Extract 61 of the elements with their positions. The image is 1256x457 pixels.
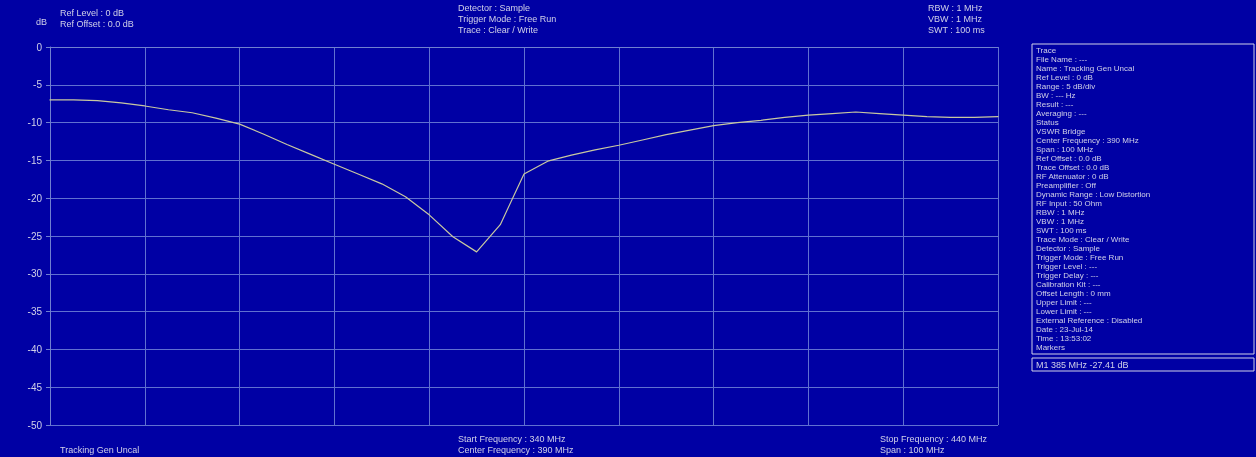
- text: Trigger Mode : Free Run: [458, 13, 557, 24]
- y-tick-label: -35: [27, 306, 43, 318]
- text: Span : 100 MHz: [1036, 144, 1094, 154]
- text: BW : --- Hz: [1036, 90, 1076, 100]
- text: Trace: [1036, 45, 1057, 55]
- text: Time : 13:53:02: [1036, 333, 1092, 343]
- y-tick-label: 0: [36, 41, 43, 53]
- y-tick-label: -20: [27, 192, 43, 204]
- text: Range : 5 dB/div: [1036, 81, 1096, 91]
- text: Detector : Sample: [458, 2, 531, 13]
- text: Result : ---: [1036, 99, 1074, 109]
- text: External Reference : Disabled: [1036, 315, 1143, 325]
- text: RF Input : 50 Ohm: [1036, 198, 1103, 208]
- text: Detector : Sample: [1036, 243, 1101, 253]
- text: Status: [1036, 117, 1059, 127]
- text: Preamplifier : Off: [1036, 180, 1097, 190]
- text: Name : Tracking Gen Uncal: [1036, 63, 1135, 73]
- y-tick-label: -30: [27, 268, 43, 280]
- y-tick-label: -40: [27, 343, 43, 355]
- text: Center Frequency : 390 MHz: [1036, 135, 1139, 145]
- text: SWT : 100 ms: [928, 24, 986, 35]
- text: Offset Length : 0 mm: [1036, 288, 1111, 298]
- y-tick-label: -45: [27, 381, 43, 393]
- text: Span : 100 MHz: [880, 444, 946, 455]
- text: Date : 23-Jul-14: [1036, 324, 1094, 334]
- y-tick-label: -10: [27, 117, 43, 129]
- text: Trigger Mode : Free Run: [1036, 252, 1124, 262]
- text: Ref Offset : 0.0 dB: [60, 18, 134, 29]
- text: RBW : 1 MHz: [928, 2, 983, 13]
- text: M1 385 MHz -27.41 dB: [1036, 359, 1129, 370]
- y-tick-label: -50: [27, 419, 43, 431]
- y-axis-title: dB: [36, 16, 48, 27]
- text: VBW : 1 MHz: [928, 13, 983, 24]
- y-tick-label: -25: [27, 230, 43, 242]
- text: SWT : 100 ms: [1036, 225, 1087, 235]
- text: Trigger Delay : ---: [1036, 270, 1099, 280]
- text: Averaging : ---: [1036, 108, 1087, 118]
- text: Tracking Gen Uncal: [60, 444, 140, 455]
- text: Lower Limit : ---: [1036, 306, 1092, 316]
- text: VBW : 1 MHz: [1036, 216, 1085, 226]
- line-series: [49, 99, 999, 253]
- text: Trigger Level : ---: [1036, 261, 1098, 271]
- text: Calibration Kit : ---: [1036, 279, 1101, 289]
- text: Trace Offset : 0.0 dB: [1036, 162, 1110, 172]
- text: Ref Level : 0 dB: [60, 7, 125, 18]
- text: VSWR Bridge: [1036, 126, 1086, 136]
- text: Stop Frequency : 440 MHz: [880, 433, 988, 444]
- text: RBW : 1 MHz: [1036, 207, 1085, 217]
- text: File Name : ---: [1036, 54, 1088, 64]
- text: Center Frequency : 390 MHz: [458, 444, 575, 455]
- text: Trace Mode : Clear / Write: [1036, 234, 1130, 244]
- y-tick-label: -15: [27, 154, 43, 166]
- text: Markers: [1036, 342, 1065, 352]
- text: Ref Offset : 0.0 dB: [1036, 153, 1102, 163]
- text: Ref Level : 0 dB: [1036, 72, 1093, 82]
- text: Trace : Clear / Write: [458, 24, 539, 35]
- text: Upper Limit : ---: [1036, 297, 1092, 307]
- text: Start Frequency : 340 MHz: [458, 433, 567, 444]
- text: RF Attenuator : 0 dB: [1036, 171, 1109, 181]
- y-tick-label: -5: [33, 79, 43, 91]
- text: Dynamic Range : Low Distortion: [1036, 189, 1151, 199]
